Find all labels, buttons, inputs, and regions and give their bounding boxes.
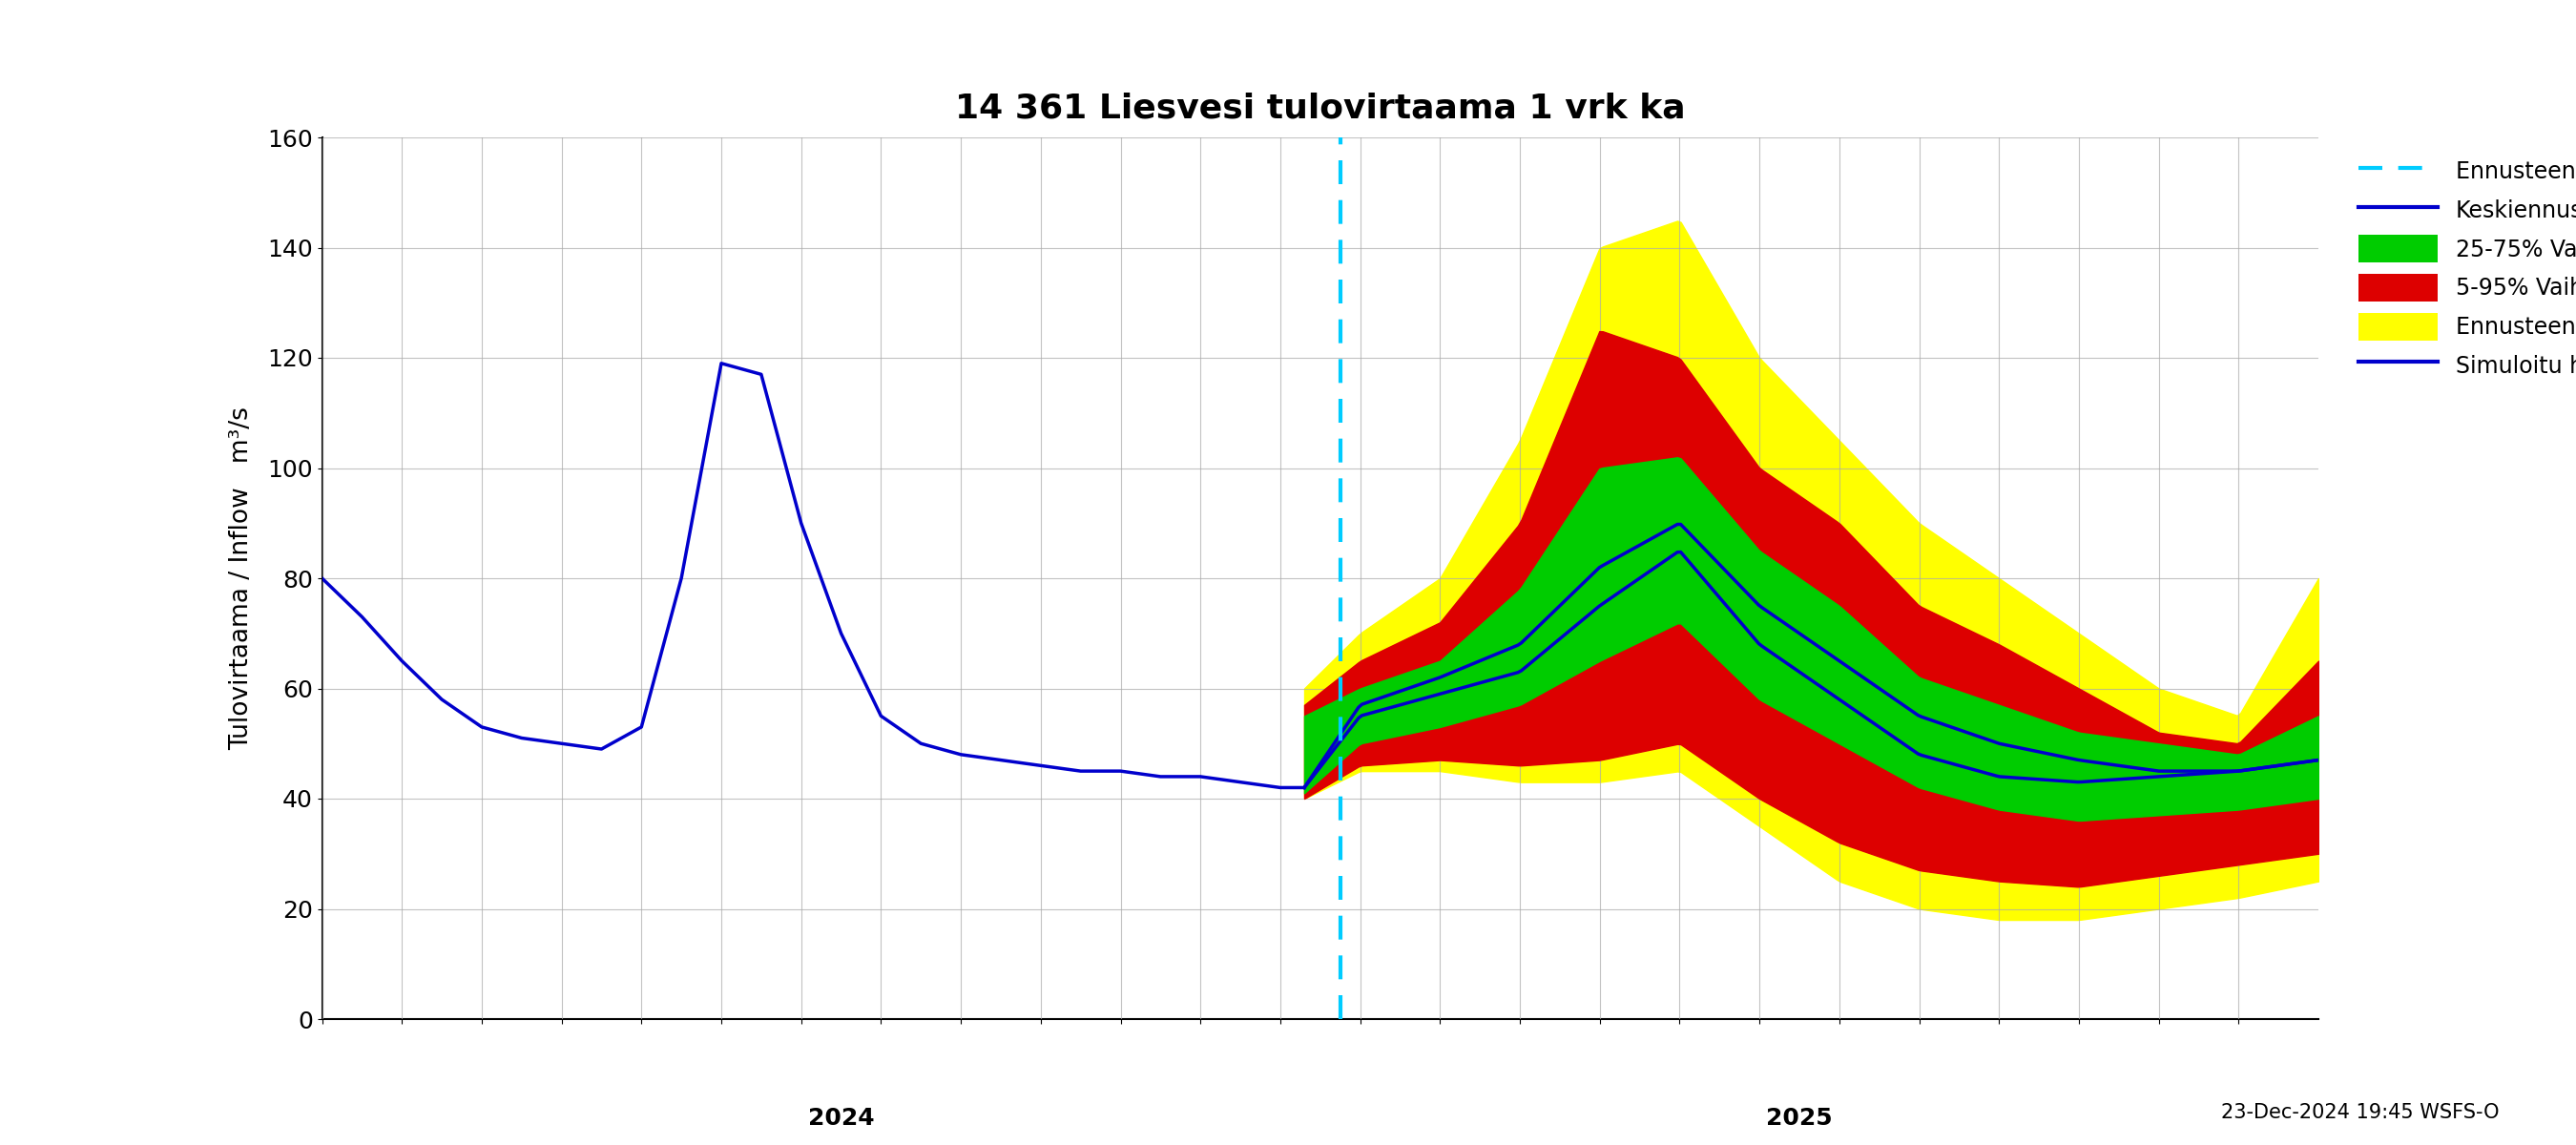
Y-axis label: Tulovirtaama / Inflow   m³/s: Tulovirtaama / Inflow m³/s bbox=[229, 406, 255, 750]
Text: 2025: 2025 bbox=[1767, 1107, 1832, 1130]
Legend: Ennusteen alku, Keskiennuste, 25-75% Vaihteleväli, 5-95% Vaihteleväli, Ennusteen: Ennusteen alku, Keskiennuste, 25-75% Vai… bbox=[2349, 149, 2576, 388]
Text: 2024: 2024 bbox=[809, 1107, 873, 1130]
Text: 23-Dec-2024 19:45 WSFS-O: 23-Dec-2024 19:45 WSFS-O bbox=[2221, 1103, 2499, 1122]
Title: 14 361 Liesvesi tulovirtaama 1 vrk ka: 14 361 Liesvesi tulovirtaama 1 vrk ka bbox=[956, 92, 1685, 124]
